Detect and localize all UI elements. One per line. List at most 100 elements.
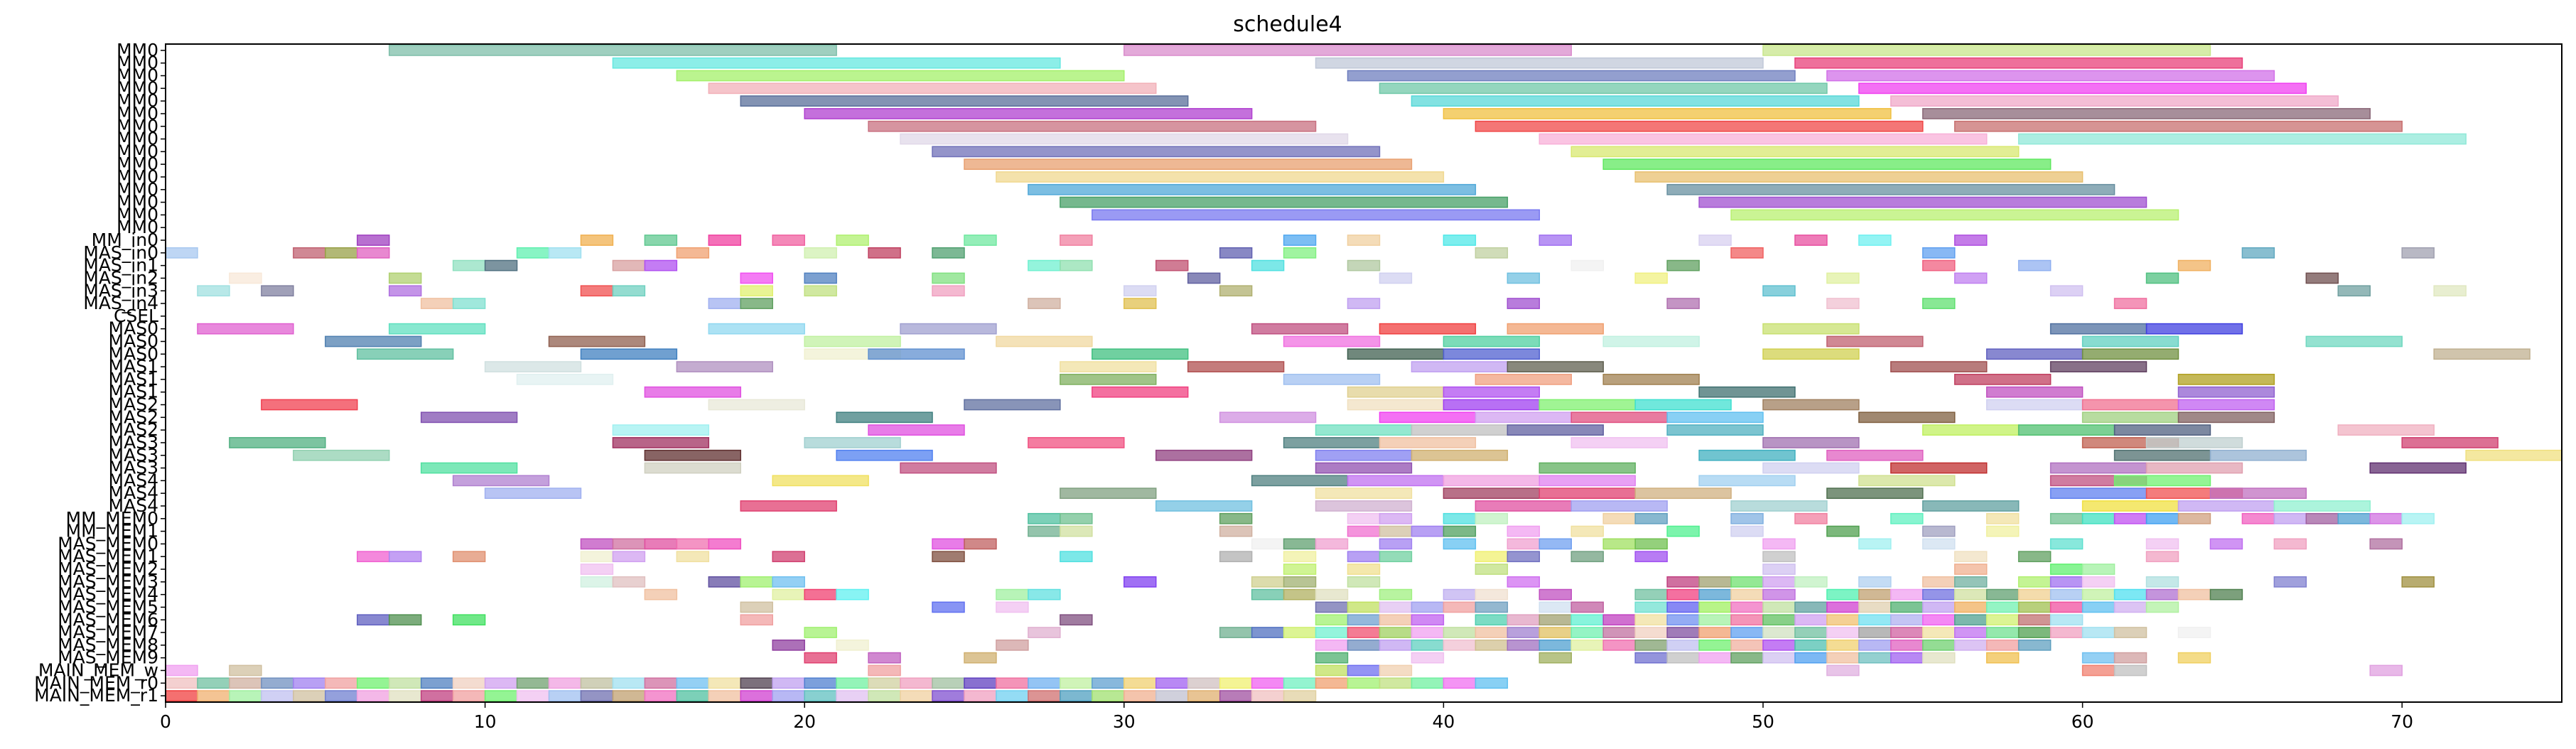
task-bar — [1602, 374, 1700, 385]
task-bar — [484, 361, 582, 372]
task-bar — [1538, 652, 1572, 664]
task-bar — [1954, 627, 1988, 638]
task-bar — [868, 247, 901, 259]
task-bar — [1730, 209, 2179, 221]
task-bar — [1954, 601, 1988, 613]
task-bar — [2305, 335, 2403, 347]
task-bar — [2017, 259, 2052, 271]
task-bar — [2145, 538, 2179, 550]
y-tick-label: CSEL — [114, 306, 158, 326]
task-bar — [644, 449, 742, 461]
task-bar — [1219, 247, 1253, 259]
task-bar — [2113, 512, 2147, 524]
task-bar — [1826, 525, 1860, 537]
task-bar — [357, 690, 390, 701]
task-bar — [1507, 323, 1604, 335]
y-tick-label: MAS_MEM3 — [58, 571, 158, 592]
task-bar — [2145, 512, 2179, 524]
task-bar — [2017, 551, 2052, 563]
task-bar — [772, 475, 869, 487]
task-bar — [2369, 462, 2467, 474]
task-bar — [676, 70, 1125, 82]
task-bar — [2241, 247, 2275, 259]
task-bar — [836, 588, 869, 600]
task-bar — [1315, 677, 1349, 689]
task-bar — [1666, 298, 1700, 309]
task-bar — [644, 235, 678, 246]
task-bar — [1634, 627, 1668, 638]
task-bar — [740, 576, 773, 588]
y-axis: MM0MM0MM0MM0MM0MM0MM0MM0MM0MM0MM0MM0MM0M… — [34, 40, 166, 706]
task-bar — [900, 323, 997, 335]
task-bar — [612, 690, 646, 701]
task-bar — [1985, 348, 2084, 360]
y-tick-label: MAS_in4 — [83, 293, 158, 313]
task-bar — [1858, 82, 2307, 95]
task-bar — [1570, 614, 1604, 626]
task-bar — [932, 538, 965, 550]
task-bar — [1251, 323, 1349, 335]
task-bar — [1570, 411, 1668, 424]
task-bar — [1475, 564, 1509, 575]
y-tick-label: MAS3 — [109, 458, 158, 478]
task-bar — [708, 576, 742, 588]
task-bar — [548, 335, 646, 347]
task-bar — [1730, 614, 1764, 626]
task-bar — [2049, 361, 2147, 372]
task-bar — [1634, 272, 1668, 284]
task-bar — [2241, 512, 2275, 524]
task-bar — [708, 690, 742, 701]
y-tick-label: MAS2 — [109, 406, 158, 427]
task-bar — [868, 664, 901, 677]
task-bar — [1730, 576, 1764, 588]
y-tick-label: MAS_in2 — [83, 267, 158, 288]
task-bar — [996, 690, 1029, 701]
task-bar — [836, 235, 869, 246]
task-bar — [964, 399, 1061, 411]
y-tick-label: MAS_in0 — [83, 242, 158, 263]
task-bar — [2049, 601, 2084, 613]
task-bar — [2049, 614, 2084, 626]
task-bar — [1060, 235, 1093, 246]
task-bar — [900, 133, 1349, 145]
task-bar — [1443, 475, 1541, 487]
task-bar — [388, 677, 422, 689]
y-tick-label: MAS0 — [109, 318, 158, 339]
task-bar — [1315, 664, 1349, 677]
task-bar — [804, 247, 837, 259]
task-bar — [644, 690, 678, 701]
task-bar — [2177, 652, 2211, 664]
task-bar — [1634, 551, 1668, 563]
task-bar — [1443, 108, 1892, 119]
task-bar — [1954, 235, 1988, 246]
task-bar — [1922, 424, 2020, 436]
task-bar — [2433, 348, 2531, 360]
task-bar — [1315, 500, 1413, 512]
task-bar — [1762, 323, 1860, 335]
task-bar — [357, 677, 390, 689]
y-tick-label: MAS_MEM4 — [58, 584, 158, 605]
task-bar — [2017, 639, 2052, 651]
task-bar — [1538, 614, 1572, 626]
task-bar — [1634, 601, 1668, 613]
task-bar — [1475, 677, 1509, 689]
task-bar — [1698, 601, 1732, 613]
task-bar — [1954, 551, 1988, 563]
task-bar — [1602, 614, 1636, 626]
task-bar — [1028, 588, 1061, 600]
task-bar — [2209, 538, 2243, 550]
task-bar — [1634, 171, 2084, 183]
task-bar — [1092, 348, 1189, 360]
y-tick-label: MAS4 — [109, 470, 158, 490]
task-bar — [740, 677, 773, 689]
task-bar — [1475, 247, 1509, 259]
task-bar — [740, 95, 1189, 107]
y-tick-label: MAIN_MEM_r0 — [34, 672, 158, 693]
task-bar — [1123, 45, 1572, 56]
task-bar — [388, 551, 422, 563]
task-bar — [1730, 639, 1764, 651]
task-bar — [1123, 298, 1157, 309]
task-bar — [2049, 576, 2084, 588]
task-bar — [1347, 576, 1381, 588]
